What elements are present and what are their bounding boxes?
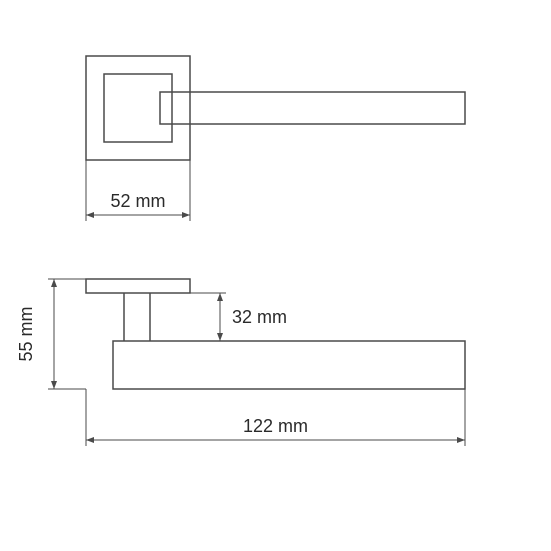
side-lever	[113, 341, 465, 389]
dim-52-label: 52 mm	[110, 191, 165, 211]
top-rose-outer	[86, 56, 190, 160]
side-plate	[86, 279, 190, 293]
technical-drawing: 52 mm 55 mm 32 mm 122 mm	[0, 0, 551, 551]
side-neck	[124, 293, 150, 341]
dim-122-label: 122 mm	[243, 416, 308, 436]
top-handle	[160, 92, 465, 124]
top-rose-inner	[104, 74, 172, 142]
dim-32-label: 32 mm	[232, 307, 287, 327]
dim-55-label: 55 mm	[16, 306, 36, 361]
